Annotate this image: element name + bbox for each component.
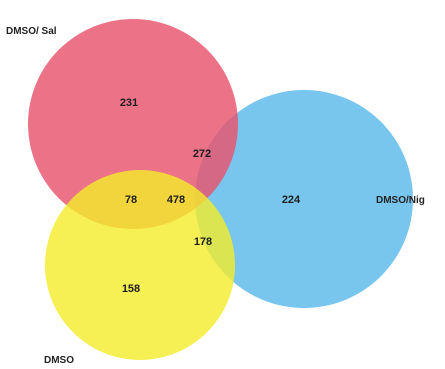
label-dmso: DMSO — [44, 355, 74, 366]
count-sal-dmso: 78 — [125, 194, 137, 206]
label-dmso-nig: DMSO/Nig — [376, 195, 425, 206]
circle-dmso — [45, 170, 235, 360]
circle-dmso-nig — [195, 90, 413, 308]
count-dmso-only: 158 — [122, 283, 140, 295]
count-dmso-nig-only: 224 — [282, 194, 301, 206]
label-dmso-sal: DMSO/ Sal — [6, 26, 57, 37]
count-dmso-sal-only: 231 — [120, 97, 138, 109]
circle-dmso-sal — [28, 19, 238, 229]
count-sal-nig: 272 — [193, 148, 211, 160]
count-all-three: 478 — [167, 194, 185, 206]
count-nig-dmso: 178 — [194, 236, 212, 248]
